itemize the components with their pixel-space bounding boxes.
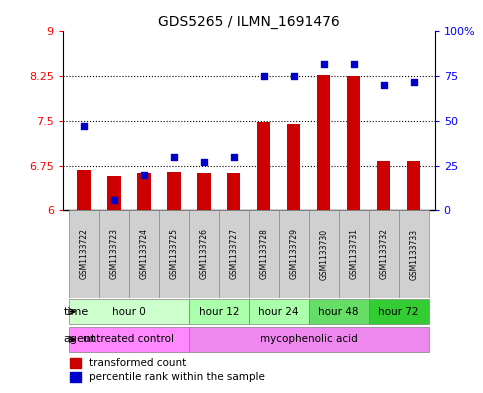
FancyBboxPatch shape xyxy=(69,327,189,352)
FancyBboxPatch shape xyxy=(219,210,249,298)
Text: agent: agent xyxy=(63,334,96,344)
Bar xyxy=(70,358,82,368)
Text: GSM1133724: GSM1133724 xyxy=(139,228,148,279)
Text: hour 24: hour 24 xyxy=(258,307,299,317)
Point xyxy=(290,73,298,79)
Title: GDS5265 / ILMN_1691476: GDS5265 / ILMN_1691476 xyxy=(158,15,340,29)
Text: time: time xyxy=(63,307,89,317)
FancyBboxPatch shape xyxy=(69,299,189,324)
Point xyxy=(410,78,418,84)
Text: GSM1133729: GSM1133729 xyxy=(289,228,298,279)
Point xyxy=(260,73,268,79)
FancyBboxPatch shape xyxy=(309,210,339,298)
FancyBboxPatch shape xyxy=(189,327,429,352)
FancyBboxPatch shape xyxy=(129,210,159,298)
FancyBboxPatch shape xyxy=(369,299,429,324)
Bar xyxy=(407,161,421,210)
FancyBboxPatch shape xyxy=(339,210,369,298)
Text: hour 12: hour 12 xyxy=(199,307,239,317)
Point xyxy=(140,171,148,178)
Bar xyxy=(197,173,211,210)
Text: GSM1133731: GSM1133731 xyxy=(349,228,358,279)
Bar xyxy=(77,170,90,210)
Text: GSM1133722: GSM1133722 xyxy=(79,229,88,279)
Point xyxy=(110,196,118,203)
Bar xyxy=(347,75,360,210)
FancyBboxPatch shape xyxy=(249,299,309,324)
Bar xyxy=(107,176,121,210)
Point xyxy=(230,154,238,160)
Text: transformed count: transformed count xyxy=(89,358,186,368)
Point xyxy=(380,82,387,88)
FancyBboxPatch shape xyxy=(369,210,398,298)
Bar xyxy=(137,173,151,210)
Text: hour 72: hour 72 xyxy=(379,307,419,317)
Bar xyxy=(70,373,82,382)
Text: GSM1133728: GSM1133728 xyxy=(259,229,268,279)
FancyBboxPatch shape xyxy=(189,299,249,324)
Bar xyxy=(227,173,241,210)
Text: GSM1133732: GSM1133732 xyxy=(379,228,388,279)
FancyBboxPatch shape xyxy=(99,210,129,298)
Point xyxy=(320,61,327,67)
Bar xyxy=(377,162,390,210)
Point xyxy=(350,61,357,67)
Text: GSM1133723: GSM1133723 xyxy=(109,228,118,279)
FancyBboxPatch shape xyxy=(159,210,189,298)
Text: percentile rank within the sample: percentile rank within the sample xyxy=(89,372,265,382)
FancyBboxPatch shape xyxy=(279,210,309,298)
Point xyxy=(200,159,208,165)
Text: GSM1133733: GSM1133733 xyxy=(409,228,418,279)
FancyBboxPatch shape xyxy=(249,210,279,298)
FancyBboxPatch shape xyxy=(69,210,99,298)
FancyBboxPatch shape xyxy=(398,210,429,298)
Text: hour 48: hour 48 xyxy=(318,307,359,317)
Bar xyxy=(287,124,300,210)
Text: GSM1133725: GSM1133725 xyxy=(169,228,178,279)
Text: GSM1133730: GSM1133730 xyxy=(319,228,328,279)
FancyBboxPatch shape xyxy=(189,210,219,298)
Text: untreated control: untreated control xyxy=(83,334,174,344)
FancyBboxPatch shape xyxy=(309,299,369,324)
Point xyxy=(170,154,178,160)
Text: hour 0: hour 0 xyxy=(112,307,146,317)
Point xyxy=(80,123,87,129)
Text: GSM1133726: GSM1133726 xyxy=(199,228,208,279)
Text: GSM1133727: GSM1133727 xyxy=(229,228,238,279)
Bar xyxy=(257,122,270,210)
Bar xyxy=(317,75,330,210)
Bar xyxy=(167,171,181,210)
Text: mycophenolic acid: mycophenolic acid xyxy=(260,334,357,344)
